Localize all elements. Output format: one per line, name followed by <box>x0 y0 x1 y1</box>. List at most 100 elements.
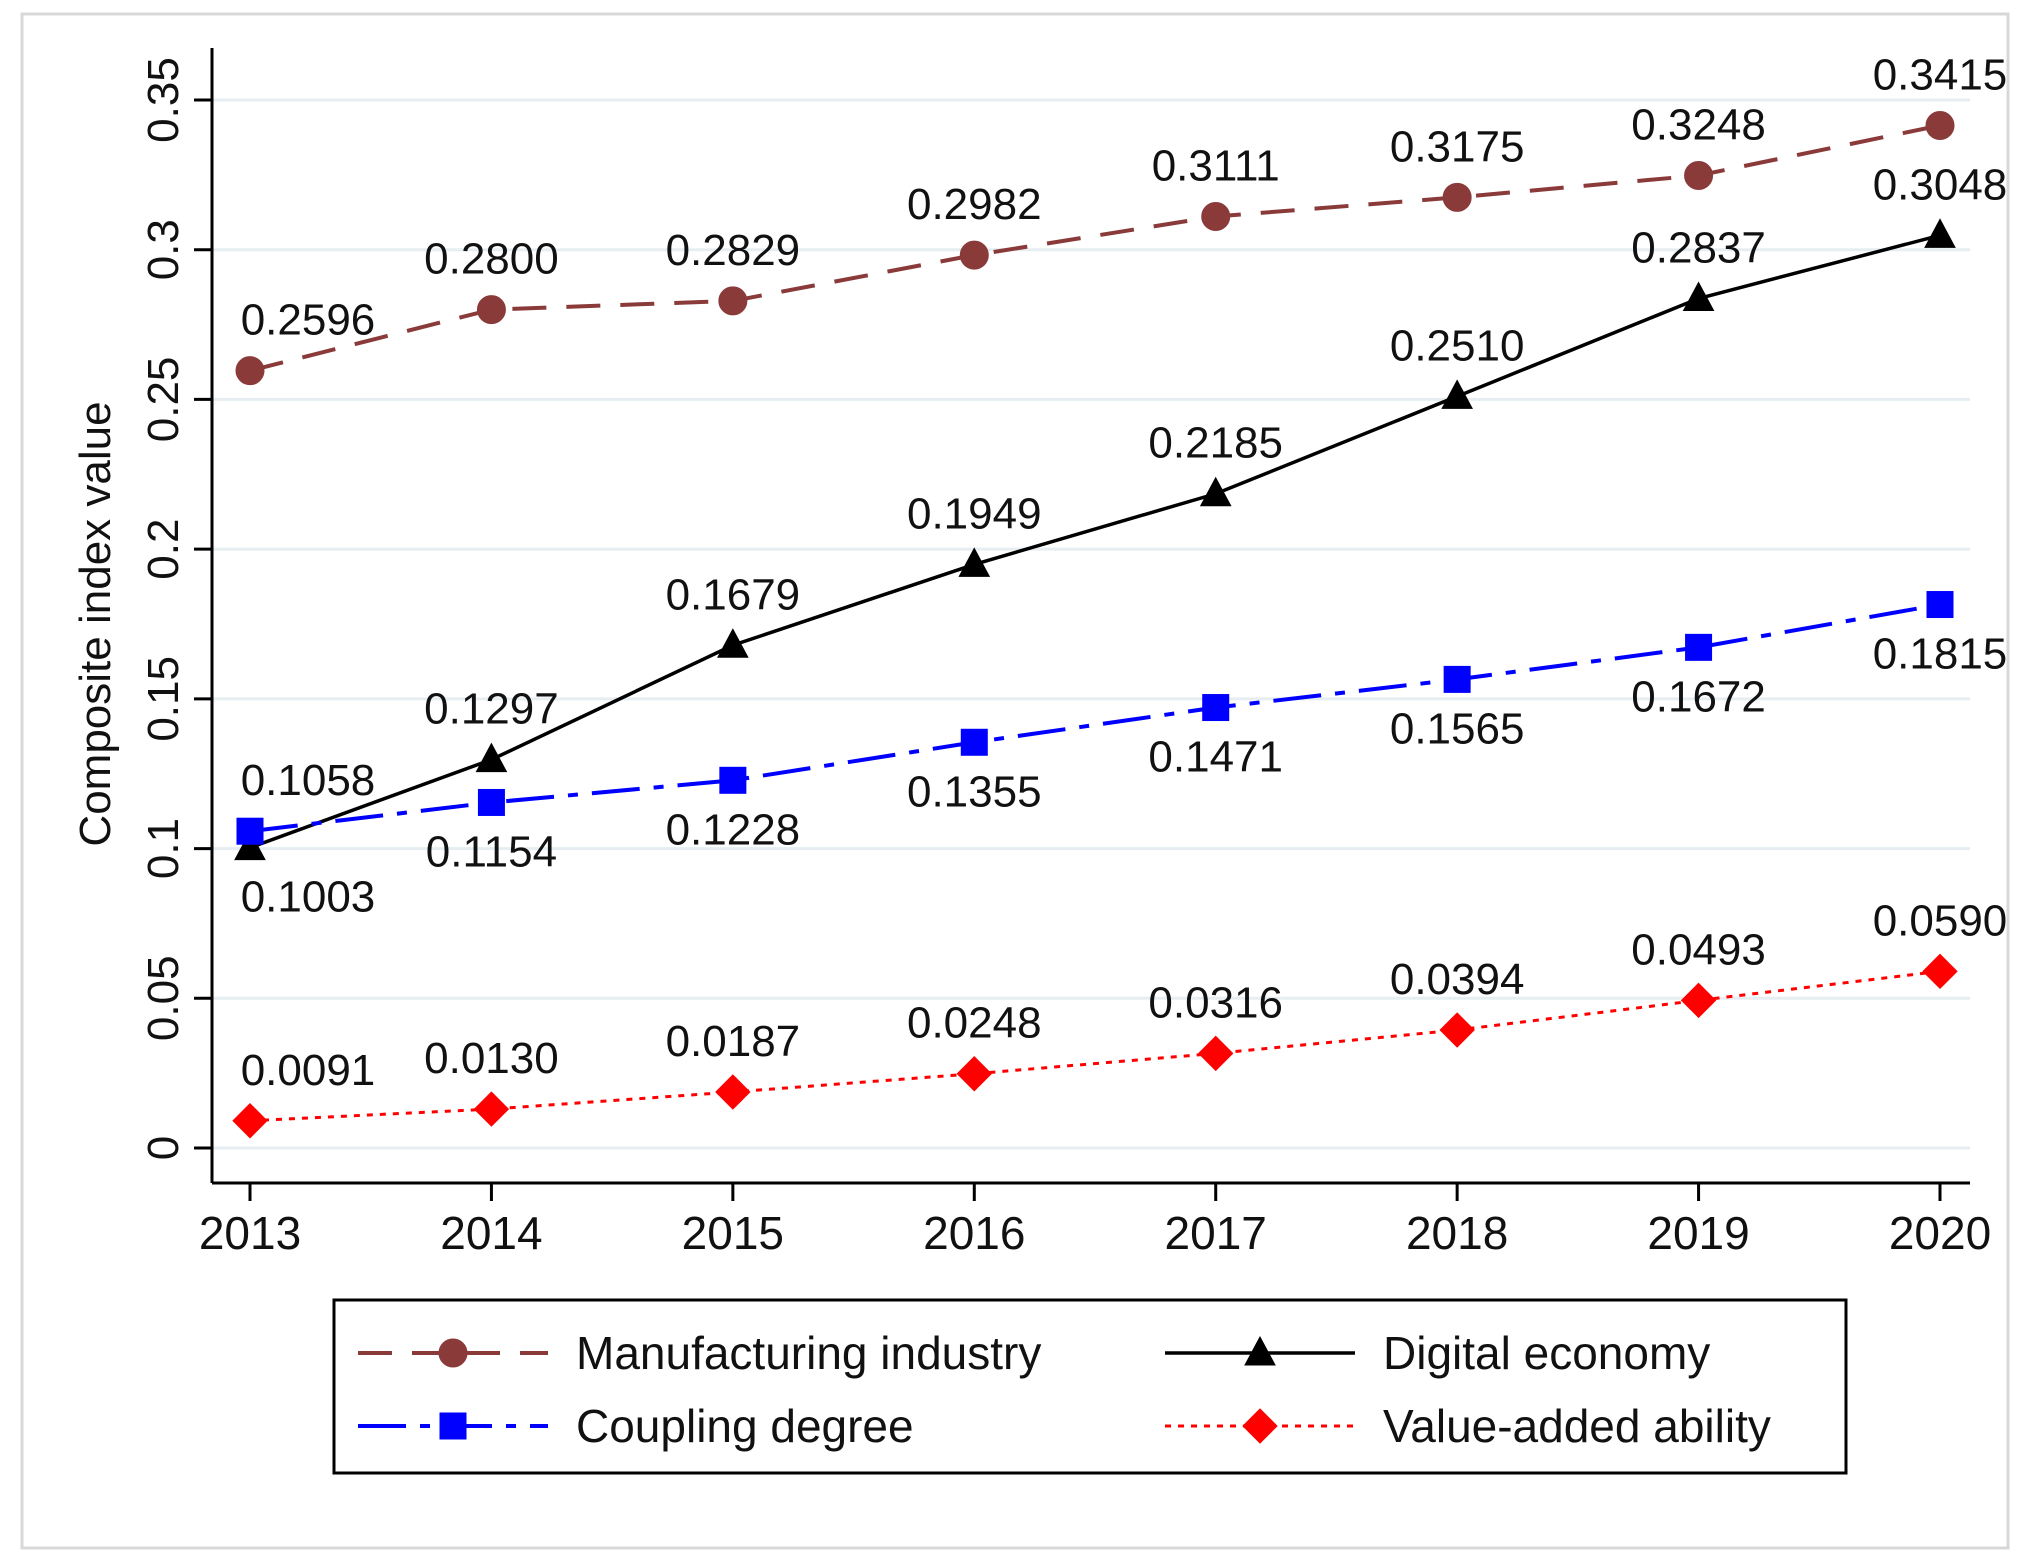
y-tick-label: 0.25 <box>139 357 188 443</box>
digital-economy-line <box>249 233 1941 850</box>
x-tick-label: 2014 <box>440 1207 542 1259</box>
x-tick-label: 2017 <box>1165 1207 1267 1259</box>
legend-value-added-ability-marker <box>1242 1408 1278 1444</box>
x-tick-label: 2018 <box>1406 1207 1508 1259</box>
manufacturing-industry-marker <box>959 240 989 270</box>
axis-layer: 0 0.05 0.1 0.15 0.2 0.25 0.3 0.35 2013 2014 2015 20… <box>139 48 1991 1259</box>
legend-manufacturing-industry-label: Manufacturing industry <box>576 1327 1041 1379</box>
y-tick-label: 0.3 <box>139 219 188 280</box>
outer-border <box>20 12 2010 1550</box>
value-added-ability-data-label: 0.0248 <box>907 999 1042 1048</box>
value-added-ability-data-label: 0.0394 <box>1390 955 1525 1004</box>
y-tick-label: 0.2 <box>139 519 188 580</box>
manufacturing-industry-marker <box>1201 201 1231 231</box>
digital-economy-data-label: 0.1679 <box>666 570 801 619</box>
value-added-ability-data-label: 0.0187 <box>666 1017 801 1066</box>
y-tick-label: 0.1 <box>139 818 188 879</box>
coupling-degree-marker <box>719 766 747 794</box>
grid-layer <box>212 98 1970 1150</box>
value-added-ability-marker <box>956 1056 992 1092</box>
value-added-ability-data-label: 0.0316 <box>1148 978 1283 1027</box>
digital-economy-data-label: 0.2185 <box>1148 419 1283 468</box>
coupling-degree-line <box>249 602 1941 834</box>
coupling-degree-data-label: 0.1355 <box>907 767 1042 816</box>
x-tick-label: 2020 <box>1889 1207 1991 1259</box>
digital-economy-data-label: 0.1949 <box>907 489 1042 538</box>
x-tick-label: 2019 <box>1647 1207 1749 1259</box>
coupling-degree-marker <box>960 728 988 756</box>
digital-economy-data-label: 0.2837 <box>1631 224 1766 273</box>
digital-economy-marker <box>958 547 991 577</box>
manufacturing-industry-data-label: 0.2800 <box>424 235 559 284</box>
coupling-degree-marker <box>1202 694 1230 722</box>
digital-economy-marker <box>475 742 508 773</box>
coupling-degree-data-label: 0.1154 <box>426 827 557 876</box>
legend-digital-economy-marker <box>1244 1335 1276 1366</box>
manufacturing-industry-marker <box>476 295 506 325</box>
manufacturing-industry-data-label: 0.3111 <box>1152 141 1280 190</box>
y-tick-label: 0 <box>139 1136 188 1160</box>
digital-economy-data-label: 0.1003 <box>241 873 376 922</box>
y-axis-title: Composite index value <box>71 401 120 846</box>
y-tick-label: 0.35 <box>139 57 188 143</box>
legend-value-added-ability-label: Value-added ability <box>1383 1400 1771 1452</box>
legend-manufacturing-industry-marker <box>438 1338 468 1368</box>
digital-economy-marker <box>1682 281 1715 312</box>
coupling-degree-data-label: 0.1228 <box>666 805 801 854</box>
coupling-degree-data-label: 0.1815 <box>1873 630 2008 679</box>
x-tick-label: 2013 <box>199 1207 301 1259</box>
digital-economy-data-label: 0.1297 <box>424 685 559 734</box>
manufacturing-industry-marker <box>1925 110 1955 140</box>
digital-economy-data-label: 0.2510 <box>1390 321 1525 370</box>
legend-coupling-degree-label: Coupling degree <box>576 1400 914 1452</box>
coupling-degree-marker <box>1926 591 1954 619</box>
value-added-ability-marker <box>1198 1035 1234 1072</box>
legend-box <box>332 1298 1848 1475</box>
value-added-ability-marker <box>473 1091 510 1127</box>
value-added-ability-data-label: 0.0130 <box>424 1034 559 1083</box>
digital-economy-marker <box>1441 379 1473 409</box>
coupling-degree-data-label: 0.1058 <box>241 756 376 805</box>
digital-economy-marker <box>717 628 749 658</box>
manufacturing-industry-data-label: 0.2829 <box>666 226 801 275</box>
manufacturing-industry-data-label: 0.3415 <box>1873 50 2008 99</box>
manufacturing-industry-marker <box>718 286 748 316</box>
manufacturing-industry-line <box>249 123 1941 373</box>
coupling-degree-marker <box>236 817 264 845</box>
coupling-degree-data-label: 0.1565 <box>1390 704 1525 753</box>
coupling-degree-marker <box>477 788 505 816</box>
digital-economy-data-label: 0.3048 <box>1873 160 2008 209</box>
manufacturing-industry-marker <box>1684 160 1714 190</box>
digital-economy-marker <box>1199 476 1232 507</box>
x-tick-label: 2016 <box>923 1207 1025 1259</box>
manufacturing-industry-data-label: 0.2982 <box>907 180 1042 229</box>
value-added-ability-marker <box>1680 982 1717 1019</box>
value-added-ability-marker <box>715 1074 751 1110</box>
x-tick-label: 2015 <box>682 1207 784 1259</box>
value-added-ability-marker <box>232 1103 268 1139</box>
coupling-degree-marker <box>1685 633 1713 661</box>
digital-economy-marker <box>234 830 266 861</box>
manufacturing-industry-data-label: 0.3248 <box>1631 100 1766 149</box>
value-added-ability-marker <box>1922 953 1958 990</box>
legend: Manufacturing industry Digital economy Cou… <box>332 1298 1848 1475</box>
coupling-degree-marker <box>1443 665 1471 693</box>
y-tick-label: 0.15 <box>139 656 188 742</box>
value-added-ability-marker <box>1439 1012 1475 1048</box>
digital-economy-marker <box>1924 218 1956 248</box>
manufacturing-industry-marker <box>235 356 265 386</box>
series-layer <box>232 110 1958 1139</box>
value-added-ability-data-label: 0.0590 <box>1873 896 2008 945</box>
value-added-ability-data-label: 0.0493 <box>1631 925 1766 974</box>
manufacturing-industry-data-label: 0.2596 <box>241 296 376 345</box>
legend-digital-economy-label: Digital economy <box>1383 1327 1710 1379</box>
manufacturing-industry-data-label: 0.3175 <box>1390 122 1525 171</box>
data-label-layer: 0.2596 0.2800 0.2829 0.2982 0.3111 0.3175 0.32… <box>241 50 2008 1094</box>
y-tick-label: 0.05 <box>139 955 188 1041</box>
value-added-ability-data-label: 0.0091 <box>241 1046 376 1095</box>
coupling-degree-data-label: 0.1672 <box>1631 672 1766 721</box>
value-added-ability-line <box>249 969 1941 1123</box>
manufacturing-industry-marker <box>1442 182 1472 212</box>
